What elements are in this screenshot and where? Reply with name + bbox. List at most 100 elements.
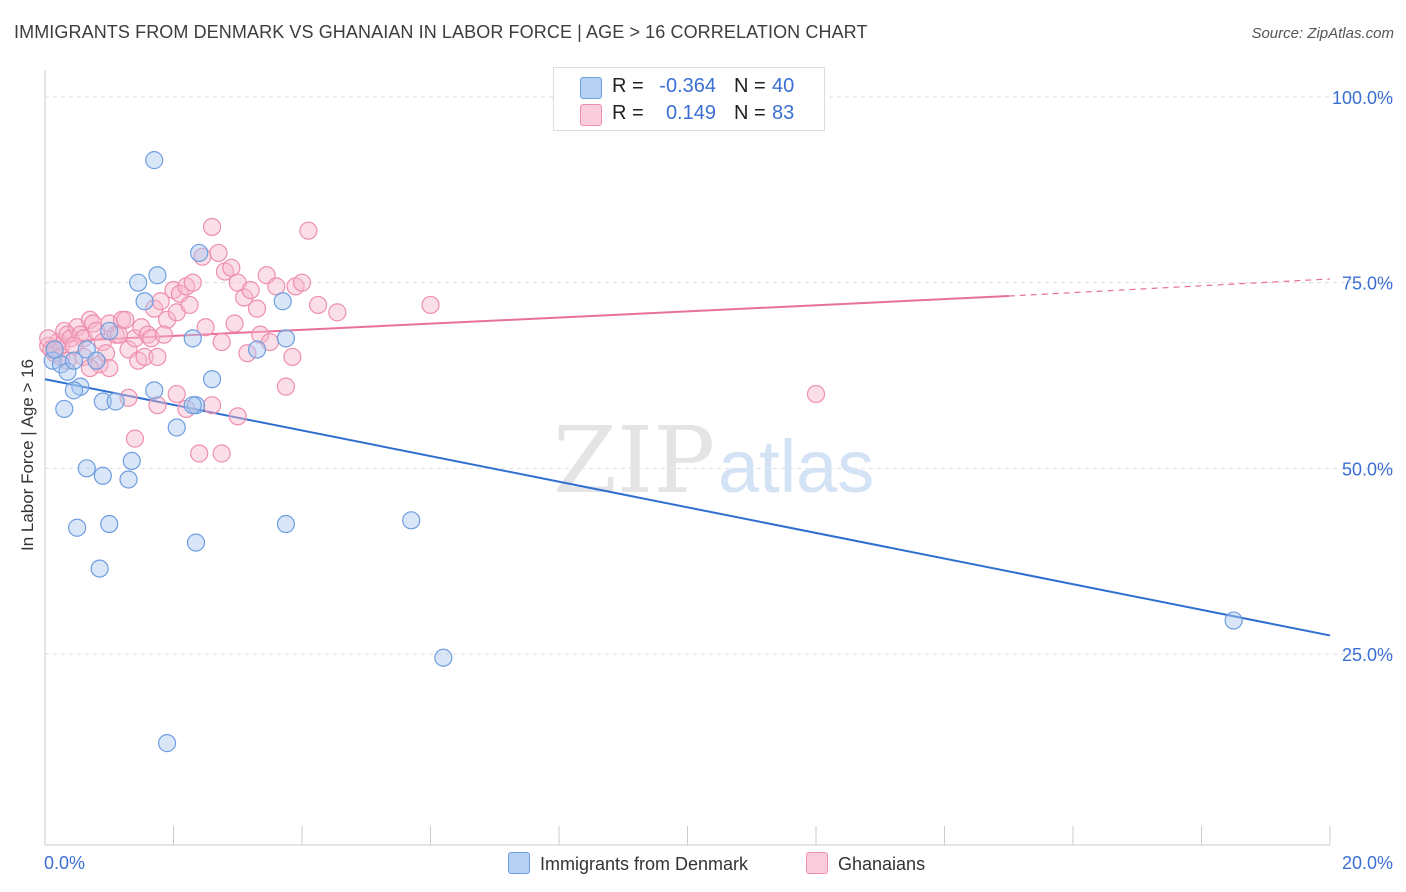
- watermark: ZIP atlas: [553, 407, 874, 514]
- point-ghanaians: [209, 243, 228, 263]
- point-ghanaians: [39, 329, 58, 348]
- point-ghanaians: [212, 444, 231, 463]
- point-denmark: [135, 292, 154, 311]
- legend-r-label: R =: [612, 102, 644, 124]
- legend-swatch-ghanaians: [580, 104, 602, 126]
- legend-n-value: 83: [772, 102, 795, 124]
- point-denmark: [45, 340, 64, 359]
- point-ghanaians: [328, 303, 347, 322]
- chart-title: IMMIGRANTS FROM DENMARK VS GHANAIAN IN L…: [14, 22, 868, 42]
- point-ghanaians: [225, 314, 244, 333]
- point-ghanaians: [135, 347, 154, 367]
- axes-layer: [44, 70, 1331, 846]
- point-denmark: [183, 396, 202, 415]
- point-ghanaians: [196, 318, 215, 337]
- point-denmark: [186, 533, 206, 552]
- watermark-atlas: atlas: [718, 425, 874, 508]
- point-ghanaians: [421, 295, 440, 315]
- point-denmark: [100, 514, 119, 534]
- grid-layer: [45, 96, 1395, 655]
- trendline-denmark: [44, 378, 1331, 637]
- point-ghanaians: [251, 325, 270, 344]
- point-denmark: [77, 459, 96, 478]
- point-denmark: [202, 370, 222, 389]
- point-denmark: [68, 518, 87, 537]
- point-denmark: [402, 511, 421, 530]
- point-ghanaians: [80, 358, 100, 378]
- point-ghanaians: [148, 347, 167, 367]
- point-denmark: [183, 329, 202, 348]
- point-ghanaians: [190, 444, 209, 463]
- point-denmark: [64, 381, 84, 400]
- point-ghanaians: [151, 292, 170, 311]
- point-ghanaians: [299, 221, 318, 240]
- point-denmark: [434, 648, 453, 667]
- point-denmark: [122, 451, 141, 471]
- x-tick-label: 20.0%: [1342, 853, 1393, 873]
- point-denmark: [93, 466, 112, 485]
- x-tick-label: 0.0%: [44, 853, 85, 873]
- point-ghanaians: [202, 217, 222, 237]
- point-ghanaians: [212, 332, 231, 352]
- point-denmark: [64, 351, 84, 370]
- point-denmark: [167, 418, 186, 437]
- point-ghanaians: [145, 299, 164, 318]
- series-swatch-denmark: [508, 852, 530, 874]
- y-tick-label: 75.0%: [1342, 274, 1393, 294]
- point-ghanaians: [238, 344, 257, 363]
- point-denmark: [55, 399, 74, 419]
- point-ghanaians: [157, 310, 177, 329]
- point-ghanaians: [125, 429, 145, 448]
- point-denmark: [119, 470, 138, 489]
- point-ghanaians: [308, 295, 328, 315]
- y-tick-label: 100.0%: [1332, 88, 1393, 108]
- series-name-ghanaians: Ghanaians: [838, 854, 926, 874]
- point-ghanaians: [167, 384, 186, 404]
- tick-label-layer: 25.0% 50.0% 75.0% 100.0% 0.0% 20.0%: [44, 88, 1393, 873]
- point-ghanaians: [276, 377, 296, 396]
- point-denmark: [157, 734, 177, 753]
- point-ghanaians: [228, 407, 247, 426]
- point-denmark: [145, 381, 164, 400]
- point-ghanaians: [806, 384, 826, 404]
- point-denmark: [129, 273, 148, 292]
- point-denmark: [58, 362, 77, 381]
- y-tick-label: 50.0%: [1342, 459, 1393, 479]
- legend-n-label: N =: [734, 102, 766, 124]
- source-credit: Source: ZipAtlas.com: [1251, 25, 1394, 42]
- legend-r-value: -0.364: [659, 75, 716, 97]
- watermark-zip: ZIP: [553, 407, 715, 514]
- point-ghanaians: [148, 396, 167, 415]
- legend-r-value: 0.149: [665, 102, 716, 124]
- point-ghanaians: [180, 295, 199, 315]
- legend-r-label: R =: [612, 75, 644, 97]
- point-ghanaians: [235, 288, 254, 307]
- point-denmark: [90, 559, 109, 578]
- point-denmark: [276, 514, 296, 534]
- point-denmark: [100, 321, 119, 341]
- series-name-denmark: Immigrants from Denmark: [540, 854, 749, 874]
- trendline-ghanaians: [44, 295, 1009, 344]
- point-denmark: [1224, 611, 1243, 630]
- point-ghanaians: [202, 396, 222, 415]
- point-denmark: [145, 151, 164, 170]
- point-ghanaians: [96, 344, 116, 363]
- series-legend-ghanaians: Ghanaians: [806, 852, 925, 876]
- trendline-ghanaians-extension: [1008, 278, 1331, 297]
- y-tick-label: 25.0%: [1342, 645, 1393, 665]
- series-swatch-ghanaians: [806, 852, 828, 874]
- y-axis-label: In Labor Force | Age > 16: [18, 358, 37, 552]
- point-denmark: [93, 392, 112, 411]
- point-ghanaians: [241, 280, 260, 300]
- legend-swatch-denmark: [580, 77, 602, 99]
- legend-n-label: N =: [734, 75, 766, 97]
- legend-n-value: 40: [772, 75, 795, 97]
- point-denmark: [87, 351, 106, 370]
- points-layer: [39, 151, 1243, 753]
- point-denmark: [148, 266, 167, 285]
- point-ghanaians: [116, 310, 135, 329]
- point-denmark: [247, 340, 267, 359]
- trend-layer: [44, 278, 1331, 637]
- point-denmark: [190, 243, 209, 263]
